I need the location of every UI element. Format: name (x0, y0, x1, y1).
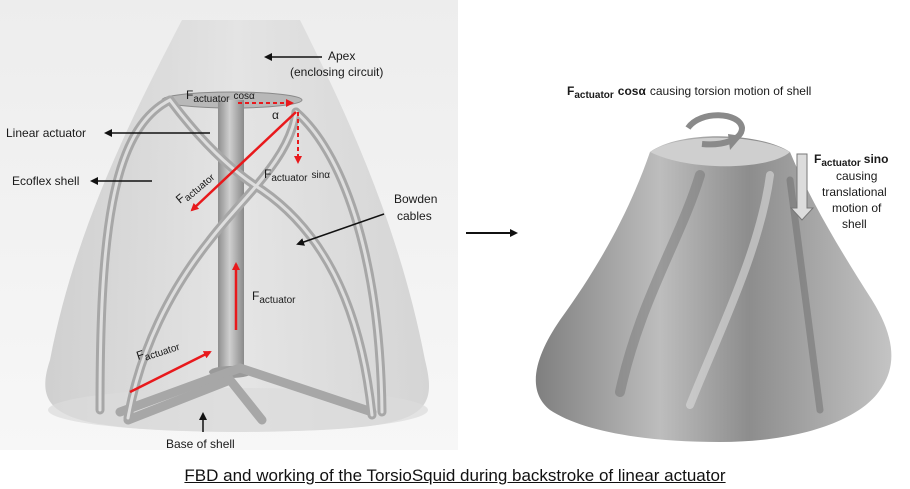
shell-fold-1 (615, 170, 705, 397)
translation-label-2: translational (822, 185, 887, 199)
shell-fold-2 (686, 171, 774, 409)
force-label-cos: Factuator cosα (186, 88, 255, 105)
shell-top (650, 137, 790, 167)
torsion-label: Factuator cosα causing torsion motion of s… (567, 84, 811, 101)
bowden-label: Bowden (394, 192, 437, 206)
base-of-shell-label: Base of shell (166, 437, 235, 451)
translation-label-3: motion of (832, 201, 882, 215)
bowden-sub-label: cables (397, 209, 432, 223)
torsion-arrowhead (728, 134, 742, 150)
figure-caption: FBD and working of the TorsioSquid durin… (184, 466, 726, 485)
bowden-pointer (296, 213, 385, 246)
translation-arrow (789, 153, 815, 221)
torsion-arrow (685, 112, 746, 148)
translation-label-4: shell (842, 217, 867, 231)
frame-highlights (98, 98, 384, 420)
linear-actuator-label: Linear actuator (6, 126, 86, 140)
force-label-sin: Factuator sinα (264, 167, 330, 184)
alpha-label: α (272, 108, 279, 122)
force-arrow-diagonal (190, 111, 297, 212)
translation-label-1: causing (836, 169, 877, 183)
force-arrow-bottom (129, 350, 212, 394)
force-label-vertical: Factuator (252, 289, 296, 306)
translation-force-label: Factuator sino (814, 152, 888, 169)
apex-label: Apex (328, 49, 355, 63)
linear-actuator-rod (218, 100, 244, 372)
ecoflex-shell-label: Ecoflex shell (12, 174, 79, 188)
apex-sub-label: (enclosing circuit) (290, 65, 383, 79)
